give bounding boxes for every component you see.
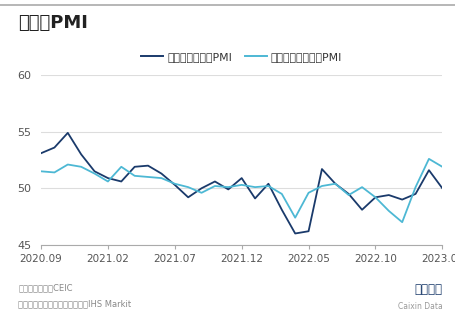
Text: Caixin Data: Caixin Data: [397, 302, 441, 311]
Text: 制造业PMI: 制造业PMI: [18, 14, 88, 32]
Text: 财新数据: 财新数据: [414, 283, 441, 296]
Legend: 财新中国制造业PMI, 国家统计局制造业PMI: 财新中国制造业PMI, 国家统计局制造业PMI: [136, 48, 346, 66]
Text: 原始数据：国家统计局，财新，IHS Markit: 原始数据：国家统计局，财新，IHS Markit: [18, 299, 131, 308]
Text: 数据来源：财新CEIC: 数据来源：财新CEIC: [18, 283, 73, 292]
